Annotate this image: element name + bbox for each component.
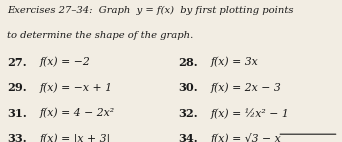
Text: f(x) = √3 − x: f(x) = √3 − x xyxy=(210,133,281,142)
Text: f(x) = 2x − 3: f(x) = 2x − 3 xyxy=(210,82,281,93)
Text: 29.: 29. xyxy=(7,82,26,93)
Text: f(x) = 3x: f(x) = 3x xyxy=(210,57,258,67)
Text: f(x) = 4 − 2x²: f(x) = 4 − 2x² xyxy=(39,108,115,118)
Text: f(x) = −2: f(x) = −2 xyxy=(39,57,90,67)
Text: 30.: 30. xyxy=(178,82,197,93)
Text: f(x) = |x + 3|: f(x) = |x + 3| xyxy=(39,133,110,142)
Text: 31.: 31. xyxy=(7,108,27,119)
Text: f(x) = −x + 1: f(x) = −x + 1 xyxy=(39,82,112,93)
Text: 32.: 32. xyxy=(178,108,197,119)
Text: f(x) = ½x² − 1: f(x) = ½x² − 1 xyxy=(210,108,289,119)
Text: Exercises 27–34:  Graph  y = f(x)  by first plotting points: Exercises 27–34: Graph y = f(x) by first… xyxy=(7,6,293,15)
Text: 33.: 33. xyxy=(7,133,26,142)
Text: 27.: 27. xyxy=(7,57,26,68)
Text: 34.: 34. xyxy=(178,133,197,142)
Text: to determine the shape of the graph.: to determine the shape of the graph. xyxy=(7,31,193,40)
Text: 28.: 28. xyxy=(178,57,197,68)
